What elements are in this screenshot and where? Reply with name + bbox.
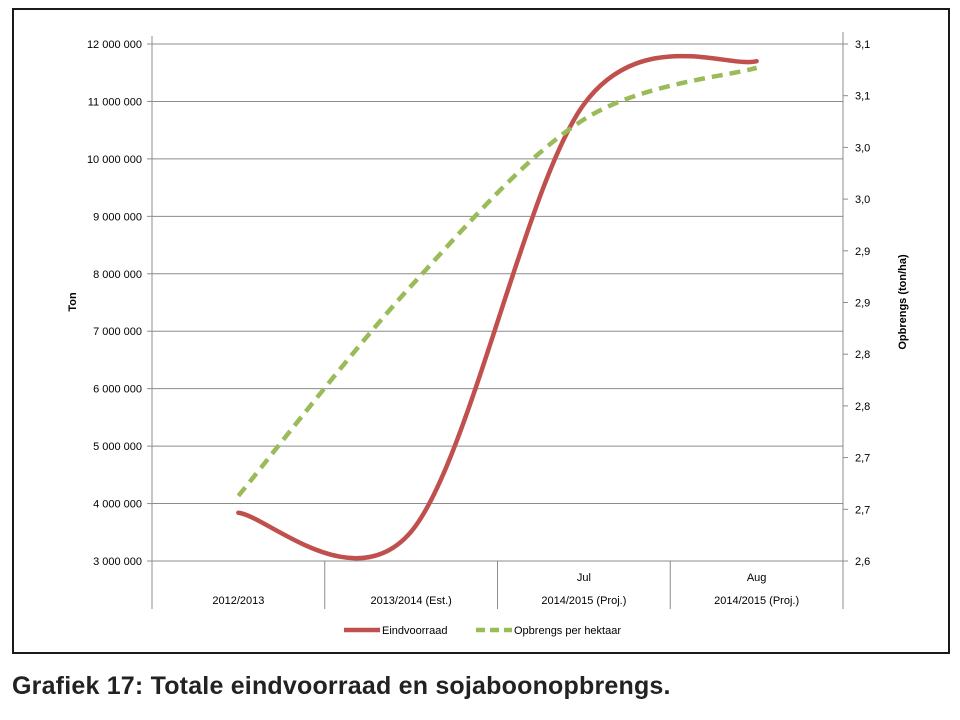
category-dividers xyxy=(324,561,671,609)
left-tick-label: 4 000 000 xyxy=(93,499,142,511)
category-labels: 2012/2013 2013/2014 (Est.) Jul 2014/2015 (P… xyxy=(212,572,799,607)
right-tick-label: 3,1 xyxy=(855,91,870,103)
chart-frame: 3 000 000 4 000 000 5 000 000 6 000 000 7 00… xyxy=(12,8,950,654)
right-tick-label: 2,7 xyxy=(855,453,870,465)
right-tick-label: 3,1 xyxy=(855,39,870,51)
series-line xyxy=(236,53,759,561)
series-line xyxy=(236,65,758,498)
left-tick-label: 11 000 000 xyxy=(88,96,142,108)
right-tick-label: 2,8 xyxy=(855,349,870,361)
grid-lines xyxy=(151,32,844,609)
right-tick-label: 3,0 xyxy=(855,194,870,206)
category-label-top: Jul xyxy=(577,572,591,584)
right-tick-label: 2,9 xyxy=(855,246,870,258)
right-tick-label: 2,8 xyxy=(855,401,870,413)
category-label-top: Aug xyxy=(747,572,767,584)
right-tick-label: 3,0 xyxy=(855,142,870,154)
left-tick-label: 8 000 000 xyxy=(93,269,142,281)
left-tick-label: 12 000 000 xyxy=(87,39,142,51)
left-tick-label: 5 000 000 xyxy=(93,441,142,453)
figure-caption: Grafiek 17: Totale eindvoorraad en sojab… xyxy=(12,672,671,700)
left-tick-label: 9 000 000 xyxy=(93,211,142,223)
left-tick-label: 10 000 000 xyxy=(87,154,142,166)
right-tick-label: 2,9 xyxy=(855,298,870,310)
series-lines xyxy=(236,53,759,561)
left-tick-label: 7 000 000 xyxy=(93,326,142,338)
category-label: 2014/2015 (Proj.) xyxy=(714,595,799,607)
legend: Eindvoorraad Opbrengs per hektaar xyxy=(344,625,621,637)
legend-label: Eindvoorraad xyxy=(382,625,447,637)
right-tick-label: 2,6 xyxy=(855,556,870,568)
right-axis-ticks: 2,6 2,7 2,7 2,8 2,8 2,9 2,9 3,0 3,0 3,1 3,1 xyxy=(843,39,870,568)
right-tick-label: 2,7 xyxy=(855,504,870,516)
legend-label: Opbrengs per hektaar xyxy=(514,625,621,637)
line-chart: 3 000 000 4 000 000 5 000 000 6 000 000 7 00… xyxy=(67,32,909,637)
category-label: 2013/2014 (Est.) xyxy=(370,595,451,607)
left-axis-title: Ton xyxy=(67,292,79,312)
category-label: 2012/2013 xyxy=(212,595,264,607)
left-axis-ticks: 3 000 000 4 000 000 5 000 000 6 000 000 7 00… xyxy=(87,39,152,568)
left-tick-label: 6 000 000 xyxy=(93,384,142,396)
category-label: 2014/2015 (Proj.) xyxy=(541,595,626,607)
left-tick-label: 3 000 000 xyxy=(93,556,142,568)
right-axis-title: Opbrengs (ton/ha) xyxy=(897,254,909,350)
